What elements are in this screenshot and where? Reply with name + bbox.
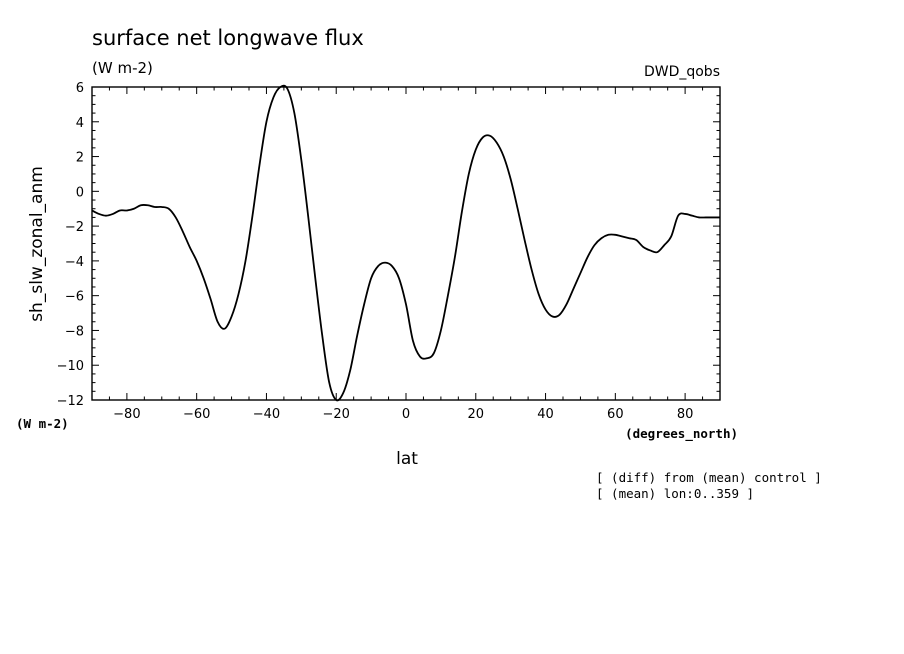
x-axis-label: lat [396, 449, 418, 469]
x-axis: −80 −60 −40 −20 0 20 40 60 80 [91, 87, 721, 422]
chart-title: surface net longwave flux [92, 26, 364, 50]
y-tick-label: −12 [57, 394, 84, 409]
y-tick-label: 0 [76, 185, 84, 200]
y-units-label: (W m-2) [16, 416, 69, 431]
x-tick-label: −20 [323, 407, 350, 422]
plot-area [91, 84, 721, 402]
y-tick-label: −2 [65, 220, 84, 235]
x-tick-label: 40 [537, 407, 554, 422]
chart-units: (W m-2) [92, 59, 153, 77]
x-tick-label: −80 [113, 407, 140, 422]
y-tick-label: 2 [76, 151, 84, 166]
y-tick-label: 4 [76, 116, 84, 131]
note-mean: [ (mean) lon:0..359 ] [596, 486, 754, 501]
y-tick-label: −6 [65, 290, 84, 305]
y-axis: −12 −10 −8 −6 −4 −2 0 2 4 6 [57, 81, 720, 409]
x-units-label: (degrees_north) [625, 426, 738, 442]
y-tick-label: −10 [57, 359, 84, 374]
x-tick-label: 0 [402, 407, 410, 422]
x-tick-label: −60 [183, 407, 210, 422]
x-tick-label: −40 [253, 407, 280, 422]
series-line-0 [91, 84, 720, 402]
y-axis-label: sh_slw_zonal_anm [27, 166, 47, 322]
x-tick-label: 20 [468, 407, 485, 422]
y-tick-label: 6 [76, 81, 84, 96]
note-diff: [ (diff) from (mean) control ] [596, 470, 822, 485]
y-tick-label: −4 [65, 255, 84, 270]
x-tick-label: 80 [677, 407, 694, 422]
y-tick-label: −8 [65, 324, 84, 339]
x-tick-label: 60 [607, 407, 624, 422]
run-label: DWD_qobs [644, 64, 720, 80]
plot-frame [91, 86, 721, 401]
